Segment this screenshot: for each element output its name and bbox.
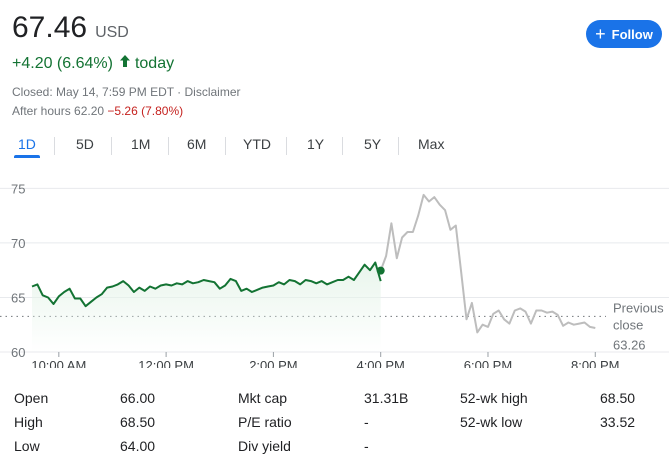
current-price: 67.46 — [12, 11, 88, 44]
tab-5d[interactable]: 5D — [76, 136, 94, 152]
tab-divider — [398, 137, 399, 155]
market-close-point — [376, 266, 385, 275]
y-tick-label: 75 — [11, 181, 25, 196]
price-chart[interactable]: 75 70 65 60 10:00 AM 12:00 PM 2:00 PM 4:00 PM 6:… — [0, 168, 669, 368]
after-hours-info: After hours 62.20 −5.26 (7.80%) — [12, 104, 183, 118]
quote-header: 67.46 USD — [12, 10, 129, 46]
tab-divider — [225, 137, 226, 155]
tab-divider — [168, 137, 169, 155]
stat-label-52wk-high: 52-wk high — [460, 390, 528, 406]
x-tick-label: 10:00 AM — [31, 358, 86, 368]
stat-value-mkt-cap: 31.31B — [364, 390, 409, 406]
tab-5y[interactable]: 5Y — [364, 136, 382, 152]
stat-value-52wk-low: 33.52 — [600, 414, 636, 430]
x-tick-label: 4:00 PM — [356, 358, 404, 368]
tab-1m[interactable]: 1M — [131, 136, 151, 152]
stat-value-pe-ratio: - — [364, 414, 369, 430]
x-tick-label: 2:00 PM — [249, 358, 297, 368]
follow-label: Follow — [611, 26, 653, 42]
previous-close-label: Previous — [613, 300, 664, 315]
follow-button[interactable]: + Follow — [586, 20, 662, 48]
tab-max[interactable]: Max — [418, 136, 445, 152]
stat-label-52wk-low: 52-wk low — [460, 414, 523, 430]
previous-close-label: close — [613, 317, 643, 332]
y-tick-label: 70 — [11, 236, 25, 251]
after-hours-change: −5.26 (7.80%) — [107, 104, 184, 118]
y-tick-label: 60 — [11, 345, 25, 360]
y-tick-label: 65 — [11, 290, 25, 305]
tab-divider — [111, 137, 112, 155]
stat-label-div-yield: Div yield — [238, 438, 291, 454]
stat-label-open: Open — [14, 390, 49, 406]
previous-close-value: 63.26 — [613, 337, 646, 352]
x-tick-label: 12:00 PM — [138, 358, 194, 368]
tab-1d[interactable]: 1D — [14, 134, 40, 158]
stat-label-low: Low — [14, 438, 40, 454]
stat-label-pe-ratio: P/E ratio — [238, 414, 292, 430]
regular-session-area — [32, 262, 381, 352]
tab-divider — [54, 137, 55, 155]
change-period: today — [134, 54, 175, 72]
stat-label-mkt-cap: Mkt cap — [238, 390, 288, 406]
x-tick-label: 8:00 PM — [571, 358, 619, 368]
regular-session-line — [31, 261, 382, 308]
stat-value-low: 64.00 — [120, 438, 156, 454]
stat-value-div-yield: - — [364, 438, 369, 454]
x-tick-label: 6:00 PM — [464, 358, 512, 368]
after-hours-line — [379, 193, 596, 334]
change-value: +4.20 (6.64%) — [12, 54, 113, 72]
after-hours-price: After hours 62.20 — [12, 104, 105, 118]
tab-divider — [342, 137, 343, 155]
plus-icon: + — [595, 24, 606, 44]
market-status: Closed: May 14, 7:59 PM EDT · Disclaimer — [12, 85, 241, 99]
currency-label: USD — [95, 24, 129, 41]
stat-value-open: 66.00 — [120, 390, 156, 406]
tab-1y[interactable]: 1Y — [307, 136, 325, 152]
stat-value-52wk-high: 68.50 — [600, 390, 636, 406]
tab-divider — [286, 137, 287, 155]
price-change: +4.20 (6.64%) today — [12, 54, 174, 73]
stat-label-high: High — [14, 414, 43, 430]
tab-6m[interactable]: 6M — [187, 136, 207, 152]
range-tabs: 1D 5D 1M 6M YTD 1Y 5Y Max — [0, 134, 669, 160]
tab-ytd[interactable]: YTD — [243, 136, 271, 152]
arrow-up-icon — [119, 54, 131, 73]
stat-value-high: 68.50 — [120, 414, 156, 430]
